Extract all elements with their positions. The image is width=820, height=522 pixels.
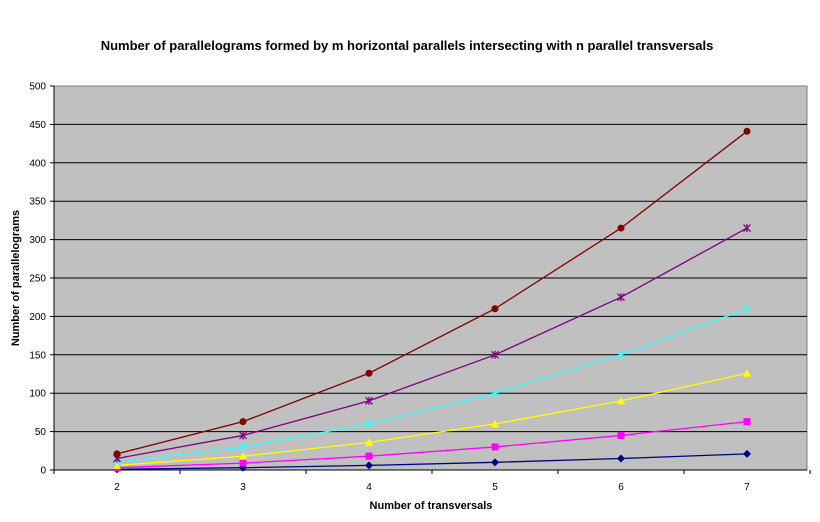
data-point <box>491 443 499 451</box>
data-point <box>365 438 373 446</box>
series-line <box>116 453 748 470</box>
series-line <box>116 130 748 455</box>
data-point <box>238 442 248 451</box>
data-point <box>617 454 625 463</box>
y-tick-label: 400 <box>29 158 46 169</box>
y-tick-label: 200 <box>29 312 46 323</box>
data-point <box>617 293 625 302</box>
data-point <box>365 369 373 377</box>
data-point <box>743 224 751 233</box>
y-tick-label: 50 <box>35 427 47 438</box>
data-point <box>113 450 121 458</box>
data-point <box>617 224 625 232</box>
data-point <box>490 389 500 398</box>
y-tick-label: 350 <box>29 197 46 208</box>
data-point <box>491 305 499 313</box>
x-tick-labels: 2 3 4 5 6 7 <box>114 482 750 493</box>
data-point <box>617 431 625 439</box>
x-tick-label: 2 <box>114 482 120 493</box>
data-point <box>743 449 751 458</box>
series-4 <box>112 304 752 467</box>
y-tick-label: 100 <box>29 389 46 400</box>
x-tick-label: 7 <box>744 482 750 493</box>
y-tick-label: 250 <box>29 274 46 285</box>
data-point <box>239 431 247 440</box>
data-point <box>365 396 373 405</box>
data-point <box>239 452 247 460</box>
data-point <box>239 418 247 426</box>
data-point <box>364 419 374 428</box>
y-tick-label: 150 <box>29 350 46 361</box>
gridlines <box>54 123 807 433</box>
y-axis-label: Number of parallelograms <box>10 210 22 346</box>
data-point <box>491 419 499 428</box>
series-line <box>116 227 748 460</box>
data-point <box>365 452 373 460</box>
data-point <box>743 418 751 426</box>
y-tick-label: 450 <box>29 120 46 131</box>
chart-title: Number of parallelograms formed by m hor… <box>101 38 714 53</box>
data-point <box>491 350 499 359</box>
data-point <box>491 458 499 467</box>
series-line <box>116 308 748 463</box>
data-point <box>365 461 373 470</box>
x-tick-label: 3 <box>240 482 246 493</box>
data-point <box>617 396 625 405</box>
x-tick-label: 4 <box>366 482 372 493</box>
data-point <box>616 350 626 359</box>
x-tick-label: 6 <box>618 482 624 493</box>
series-line <box>116 372 748 467</box>
data-point <box>239 459 247 467</box>
y-tick-label: 300 <box>29 235 46 246</box>
y-tick-labels: 0 50 100 150 200 250 300 350 400 450 500 <box>29 82 46 477</box>
series-group <box>112 127 752 474</box>
data-point <box>742 304 752 313</box>
x-tick-label: 5 <box>492 482 498 493</box>
series-3 <box>113 369 751 469</box>
y-tick-label: 0 <box>40 466 46 477</box>
data-point <box>743 369 751 377</box>
y-tick-label: 500 <box>29 82 46 93</box>
series-line <box>116 420 748 469</box>
data-point <box>113 461 121 469</box>
series-6 <box>113 127 751 458</box>
axes <box>50 85 811 474</box>
x-axis-label: Number of transversals <box>370 500 493 512</box>
data-point <box>743 127 751 135</box>
